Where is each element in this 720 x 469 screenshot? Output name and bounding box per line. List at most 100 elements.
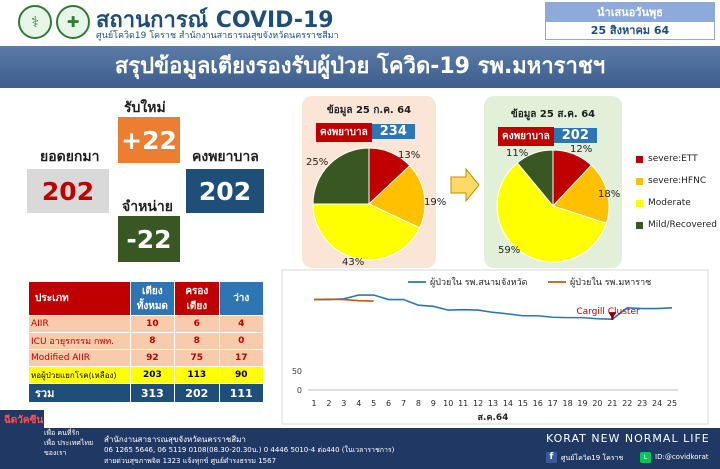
new-value: +22: [118, 117, 180, 163]
moph-logo-icon: ⚕: [18, 5, 52, 39]
new-label: รับใหม่: [124, 100, 166, 116]
table-row: AIIR 10 6 4: [28, 315, 265, 333]
footer-slogan: KORAT NEW NORMAL LIFE: [546, 432, 710, 445]
legend-label: severe:ETT: [648, 154, 698, 164]
pie-label-august-ett: 12%: [570, 144, 593, 155]
series-line: [313, 298, 374, 302]
health-office-logo-icon: ✚: [56, 5, 90, 39]
vaccine-line-1: เพื่อ ตัวเรา: [44, 419, 76, 427]
pie-slice: [496, 162, 607, 263]
line-app-icon: L: [640, 452, 651, 463]
x-tick-label: 14: [503, 399, 513, 408]
row-total: 203: [129, 366, 176, 384]
x-tick-label: 7: [401, 399, 406, 408]
row-free: 90: [218, 366, 265, 384]
legend-label: severe:HFNC: [648, 176, 707, 186]
row-name: AIIR: [28, 315, 131, 333]
legend-item: severe:HFNC: [636, 176, 717, 186]
vaccine-line-3: เพื่อ ประเทศไทย: [44, 439, 94, 447]
pie-label-july-mild: 25%: [306, 157, 329, 168]
pie-title-august: ข้อมูล 25 ส.ค. 64: [510, 109, 596, 120]
footer-hotline: สายด่วนสุขภาพจิต 1323 แจ้งทุกข์ ศูนย์ดำร…: [104, 457, 277, 465]
row-name: Modified AIIR: [28, 349, 131, 367]
page-title-banner: สรุปข้อมูลเตียงรองรับผู้ป่วย โควิด-19 รพ…: [0, 46, 720, 88]
pie-legend: severe:ETT severe:HFNC Moderate Mild/Rec…: [636, 154, 717, 230]
discharged-value: -22: [118, 216, 180, 262]
legend-label: ผู้ป่วยใน รพ.สนามจังหวัด: [430, 277, 528, 288]
y-tick-label: 0: [297, 386, 302, 395]
vaccine-line-2: เพื่อ คนที่รัก: [44, 429, 80, 437]
carried-value: 202: [27, 169, 109, 213]
pie-label-august-hfnc: 18%: [598, 189, 621, 200]
pie-tag-july: คงพยาบาล: [316, 123, 372, 142]
row-occupied: 113: [174, 366, 220, 384]
pie-chart-august: [496, 149, 610, 263]
x-tick-label: 8: [416, 399, 421, 408]
x-tick-label: 12: [473, 399, 483, 408]
arrow-right-icon: [450, 168, 480, 202]
footer: [0, 428, 720, 469]
legend-swatch: [636, 221, 643, 229]
x-tick-label: 3: [341, 399, 346, 408]
y-tick-label: 50: [292, 367, 302, 376]
footer-phones: 06 1265 5646, 06 5119 0108(08.30-20.30น.…: [104, 446, 395, 454]
pie-value-row-august: คงพยาบาล 202: [498, 124, 597, 146]
pie-label-july-hfnc: 19%: [424, 197, 447, 208]
total-total: 313: [129, 383, 176, 403]
row-occupied: 6: [174, 315, 220, 333]
th-total: เตียง ทั้งหมด: [129, 281, 176, 316]
x-tick-label: 1: [311, 399, 316, 408]
date-value: 25 สิงหาคม 64: [590, 24, 670, 37]
pie-label-august-mild: 11%: [506, 148, 529, 159]
header: ⚕ ✚ สถานการณ์ COVID-19 ศูนย์โควิด19 โครา…: [0, 0, 720, 44]
th-free: ว่าง: [218, 281, 265, 316]
x-tick-label: 24: [652, 399, 662, 408]
x-tick-label: 17: [548, 399, 558, 408]
row-name: หอผู้ป่วยแยกโรค(เหลือง): [28, 366, 131, 384]
legend-swatch: [636, 155, 643, 163]
legend-item: severe:ETT: [636, 154, 717, 164]
pie-title-july: ข้อมูล 25 ก.ค. 64: [326, 105, 412, 116]
date-box: นำเสนอวันพุธ 25 สิงหาคม 64: [545, 2, 715, 40]
row-occupied: 8: [174, 332, 220, 350]
total-name: รวม: [28, 383, 131, 403]
total-occupied: 202: [174, 383, 220, 403]
x-tick-label: 15: [518, 399, 528, 408]
x-tick-label: 18: [562, 399, 572, 408]
x-tick-label: 16: [533, 399, 543, 408]
legend-item: Mild/Recovered: [636, 220, 717, 230]
legend-swatch: [636, 199, 643, 207]
pie-slice: [312, 147, 370, 205]
x-tick-label: 9: [431, 399, 436, 408]
pie-chart-july: [312, 147, 426, 261]
header-subtitle: ศูนย์โควิด19 โคราช สำนักงานสาธารณสุขจังห…: [96, 31, 339, 41]
remaining-label: คงพยาบาล: [192, 149, 259, 165]
row-free: 0: [218, 332, 265, 350]
th-type: ประเภท: [28, 281, 131, 316]
footer-office: สำนักงานสาธารณสุขจังหวัดนครราชสีมา: [104, 435, 246, 444]
pie-label-july-moderate: 43%: [342, 257, 365, 268]
pie-slice: [516, 149, 554, 208]
legend-label: Moderate: [648, 198, 691, 208]
row-total: 10: [129, 315, 176, 333]
pie-label-july-ett: 13%: [398, 150, 421, 161]
x-axis-label: ส.ค.64: [478, 413, 509, 423]
pie-value-july: 234: [371, 124, 415, 139]
x-tick-label: 6: [386, 399, 391, 408]
th-occupied: ครอง เตียง: [174, 281, 220, 316]
remaining-value: 202: [186, 169, 264, 213]
discharged-label: จำหน่าย: [122, 199, 173, 215]
bed-table: ประเภท เตียง ทั้งหมด ครอง เตียง ว่าง AII…: [28, 281, 265, 403]
x-tick-label: 19: [577, 399, 587, 408]
table-row: หอผู้ป่วยแยกโรค(เหลือง) 203 113 90: [28, 366, 265, 384]
date-weekday: นำเสนอวันพุธ: [546, 3, 714, 22]
table-row: ICU อายุรกรรม กพท. 8 8 0: [28, 332, 265, 350]
x-tick-label: 20: [592, 399, 602, 408]
footer-facebook: ศูนย์โควิด19 โคราช: [561, 454, 624, 462]
x-tick-label: 22: [622, 399, 632, 408]
x-tick-label: 21: [607, 399, 617, 408]
row-total: 92: [129, 349, 176, 367]
row-free: 17: [218, 349, 265, 367]
legend-label: ผู้ป่วยใน รพ.มหาราช: [570, 277, 651, 288]
